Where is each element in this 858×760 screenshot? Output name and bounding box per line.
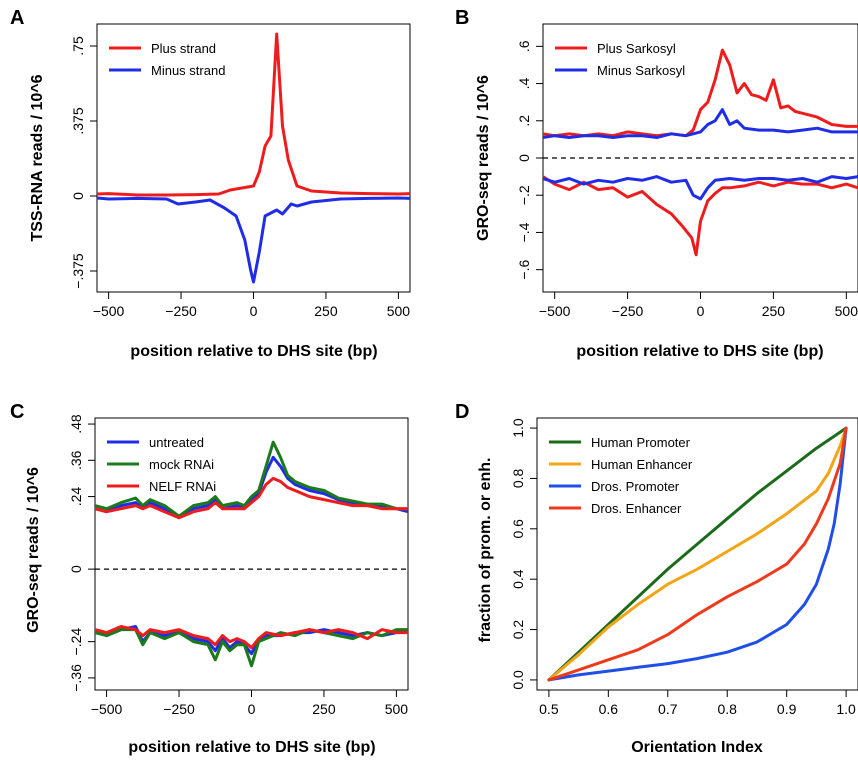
x-tick-label: −250 <box>163 701 195 717</box>
panel-b: B −500 −250 0 250 500 −.6 −.4 −.2 0 .2 .4 .6 position… <box>455 7 858 360</box>
legend-label: mock RNAi <box>149 457 214 472</box>
legend-label: Plus strand <box>151 41 216 56</box>
series-line <box>97 196 410 284</box>
panel-letter: C <box>10 401 24 423</box>
x-tick-label: −500 <box>539 303 571 319</box>
legend-label: Human Enhancer <box>591 457 693 472</box>
series-line <box>547 426 848 682</box>
y-axis-label: fraction of prom. or enh. <box>477 458 494 643</box>
y-tick-label: −.375 <box>70 253 86 289</box>
series-line <box>95 628 408 668</box>
y-tick-label: −.6 <box>516 260 532 280</box>
y-tick-label: −.2 <box>516 185 532 205</box>
y-tick-label: −.36 <box>68 664 84 692</box>
series-line <box>543 108 858 139</box>
panel-a: A −500 −250 0 250 500 −.375 0 .375 .75 position re… <box>10 7 411 360</box>
x-tick-label: 0.8 <box>717 701 737 717</box>
y-tick-label: .2 <box>516 115 532 127</box>
x-tick-label: 500 <box>385 701 409 717</box>
y-tick-label: 0.4 <box>510 569 526 589</box>
y-tick-label: .4 <box>516 78 532 90</box>
x-tick-label: 500 <box>387 303 411 319</box>
x-axis-label: position relative to DHS site (bp) <box>576 343 823 360</box>
x-axis-label: position relative to DHS site (bp) <box>128 739 375 756</box>
panel-letter: D <box>455 401 469 423</box>
series-lines <box>547 426 848 682</box>
legend-label: NELF RNAi <box>149 479 216 494</box>
y-tick-label: 0.0 <box>510 670 526 690</box>
panel-c: C −500 −250 0 250 500 −.36 −.24 0 .24 .36 .48 positi… <box>10 401 409 756</box>
x-tick-label: 250 <box>762 303 786 319</box>
y-tick-label: 0 <box>68 565 84 573</box>
legend-label: Dros. Enhancer <box>591 501 682 516</box>
legend-label: Plus Sarkosyl <box>597 41 676 56</box>
y-axis-label: GRO-seq reads / 10^6 <box>25 467 42 633</box>
y-tick-label: 1.0 <box>510 418 526 438</box>
legend-label: Dros. Promoter <box>591 479 680 494</box>
x-tick-label: 0.6 <box>599 701 619 717</box>
series-line <box>543 175 858 257</box>
legend-label: Minus strand <box>151 63 225 78</box>
series-line <box>95 625 408 650</box>
series-line <box>547 426 848 682</box>
x-tick-label: 0.5 <box>539 701 559 717</box>
panel-letter: B <box>455 7 469 29</box>
y-tick-label: .48 <box>68 414 84 434</box>
x-axis-label: Orientation Index <box>631 739 763 756</box>
legend-label: Minus Sarkosyl <box>597 63 685 78</box>
x-tick-label: 0.7 <box>658 701 678 717</box>
x-tick-label: 500 <box>835 303 858 319</box>
series-line <box>95 440 408 518</box>
series-lines <box>97 32 410 284</box>
y-tick-label: .36 <box>68 450 84 470</box>
y-tick-label: 0.6 <box>510 519 526 539</box>
series-lines <box>543 48 858 257</box>
x-tick-label: 0.9 <box>777 701 797 717</box>
x-tick-label: 0 <box>250 303 258 319</box>
x-tick-label: −250 <box>165 303 197 319</box>
series-lines <box>95 440 408 668</box>
series-line <box>97 32 410 197</box>
y-tick-label: −.24 <box>68 628 84 656</box>
y-tick-label: .75 <box>70 36 86 56</box>
panel-letter: A <box>10 7 24 29</box>
y-tick-label: .375 <box>70 107 86 134</box>
series-line <box>547 426 848 682</box>
y-axis-label: GRO-seq reads / 10^6 <box>475 75 492 241</box>
x-tick-label: −500 <box>93 303 125 319</box>
x-tick-label: 250 <box>314 303 338 319</box>
x-tick-label: −500 <box>91 701 123 717</box>
x-tick-label: 250 <box>312 701 336 717</box>
y-tick-label: .24 <box>68 487 84 507</box>
y-tick-label: 0.8 <box>510 469 526 489</box>
x-tick-label: 0 <box>248 701 256 717</box>
plot-frame <box>96 23 411 293</box>
legend-label: untreated <box>149 435 204 450</box>
plot-frame <box>536 417 858 691</box>
plot-frame <box>94 417 409 691</box>
x-tick-label: 0 <box>697 303 705 319</box>
y-tick-label: 0 <box>70 192 86 200</box>
legend-label: Human Promoter <box>591 435 691 450</box>
y-tick-label: 0.2 <box>510 620 526 640</box>
y-tick-label: 0 <box>516 154 532 162</box>
y-tick-label: −.4 <box>516 222 532 242</box>
y-axis-label: TSS-RNA reads / 10^6 <box>29 74 46 241</box>
x-axis-label: position relative to DHS site (bp) <box>130 343 377 360</box>
x-tick-label: −250 <box>612 303 644 319</box>
panel-d: D 0.5 0.6 0.7 0.8 0.9 1.0 0.0 0.2 0.4 0.6 0.8 1.0 Ori… <box>455 401 858 756</box>
series-line <box>547 426 848 682</box>
series-line <box>543 175 858 201</box>
series-line <box>95 476 408 520</box>
x-tick-label: 1.0 <box>836 701 856 717</box>
series-line <box>543 48 858 138</box>
y-tick-label: .6 <box>516 40 532 52</box>
